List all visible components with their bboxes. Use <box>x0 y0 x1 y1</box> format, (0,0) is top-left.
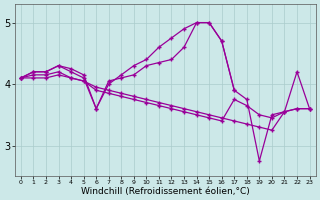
X-axis label: Windchill (Refroidissement éolien,°C): Windchill (Refroidissement éolien,°C) <box>81 187 250 196</box>
